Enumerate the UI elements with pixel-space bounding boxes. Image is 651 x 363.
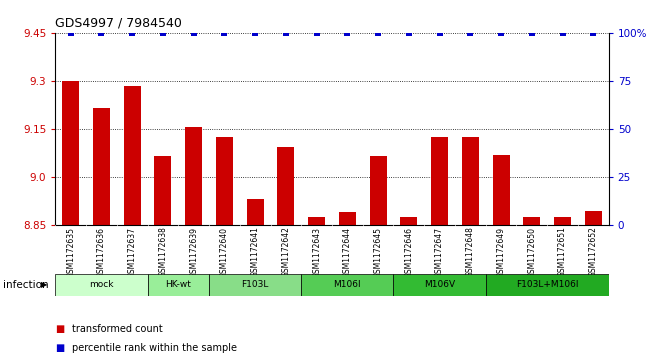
Point xyxy=(557,30,568,36)
Text: GSM1172636: GSM1172636 xyxy=(97,227,106,278)
Text: GSM1172650: GSM1172650 xyxy=(527,227,536,278)
Bar xyxy=(186,127,202,225)
Bar xyxy=(124,86,141,225)
Text: GSM1172635: GSM1172635 xyxy=(66,227,76,278)
Point xyxy=(189,30,199,36)
Text: ▶: ▶ xyxy=(41,281,48,289)
Text: GSM1172639: GSM1172639 xyxy=(189,227,198,278)
Bar xyxy=(308,217,325,225)
Bar xyxy=(55,274,148,296)
Point xyxy=(250,30,260,36)
Text: GSM1172645: GSM1172645 xyxy=(374,227,383,278)
Text: GSM1172640: GSM1172640 xyxy=(220,227,229,278)
Bar xyxy=(486,274,609,296)
Text: GSM1172643: GSM1172643 xyxy=(312,227,321,278)
Text: GSM1172637: GSM1172637 xyxy=(128,227,137,278)
Text: mock: mock xyxy=(89,281,114,289)
Text: GSM1172649: GSM1172649 xyxy=(497,227,506,278)
Bar xyxy=(209,274,301,296)
Bar xyxy=(585,211,602,225)
Point xyxy=(527,30,537,36)
Text: HK-wt: HK-wt xyxy=(165,281,191,289)
Text: GSM1172638: GSM1172638 xyxy=(158,227,167,277)
Text: GSM1172644: GSM1172644 xyxy=(343,227,352,278)
Text: transformed count: transformed count xyxy=(72,323,162,334)
Text: GSM1172648: GSM1172648 xyxy=(466,227,475,277)
Bar xyxy=(523,217,540,225)
Point xyxy=(434,30,445,36)
Bar xyxy=(393,274,486,296)
Text: percentile rank within the sample: percentile rank within the sample xyxy=(72,343,236,354)
Text: ■: ■ xyxy=(55,323,64,334)
Text: ■: ■ xyxy=(55,343,64,354)
Point xyxy=(496,30,506,36)
Text: GSM1172646: GSM1172646 xyxy=(404,227,413,278)
Point xyxy=(465,30,475,36)
Text: GSM1172642: GSM1172642 xyxy=(281,227,290,277)
Bar xyxy=(247,199,264,225)
Bar xyxy=(154,156,171,225)
Point xyxy=(373,30,383,36)
Bar xyxy=(93,108,110,225)
Text: GSM1172651: GSM1172651 xyxy=(558,227,567,277)
Point xyxy=(158,30,168,36)
Point xyxy=(588,30,598,36)
Point xyxy=(404,30,414,36)
Point xyxy=(281,30,291,36)
Point xyxy=(66,30,76,36)
Bar xyxy=(370,156,387,225)
Bar xyxy=(554,217,571,225)
Bar xyxy=(62,81,79,225)
Text: GSM1172647: GSM1172647 xyxy=(435,227,444,278)
Point xyxy=(219,30,230,36)
Text: M106I: M106I xyxy=(333,281,361,289)
Point xyxy=(127,30,137,36)
Point xyxy=(311,30,322,36)
Point xyxy=(96,30,107,36)
Bar xyxy=(493,155,510,225)
Point xyxy=(342,30,353,36)
Bar xyxy=(339,212,356,225)
Bar xyxy=(277,147,294,225)
Text: M106V: M106V xyxy=(424,281,455,289)
Text: F103L+M106I: F103L+M106I xyxy=(516,281,579,289)
Bar xyxy=(301,274,393,296)
Bar xyxy=(148,274,209,296)
Bar xyxy=(400,217,417,225)
Text: GSM1172641: GSM1172641 xyxy=(251,227,260,277)
Bar xyxy=(462,137,478,225)
Bar xyxy=(216,137,233,225)
Bar xyxy=(431,137,448,225)
Text: GDS4997 / 7984540: GDS4997 / 7984540 xyxy=(55,16,182,29)
Text: GSM1172652: GSM1172652 xyxy=(589,227,598,277)
Text: infection: infection xyxy=(3,280,49,290)
Text: F103L: F103L xyxy=(242,281,269,289)
